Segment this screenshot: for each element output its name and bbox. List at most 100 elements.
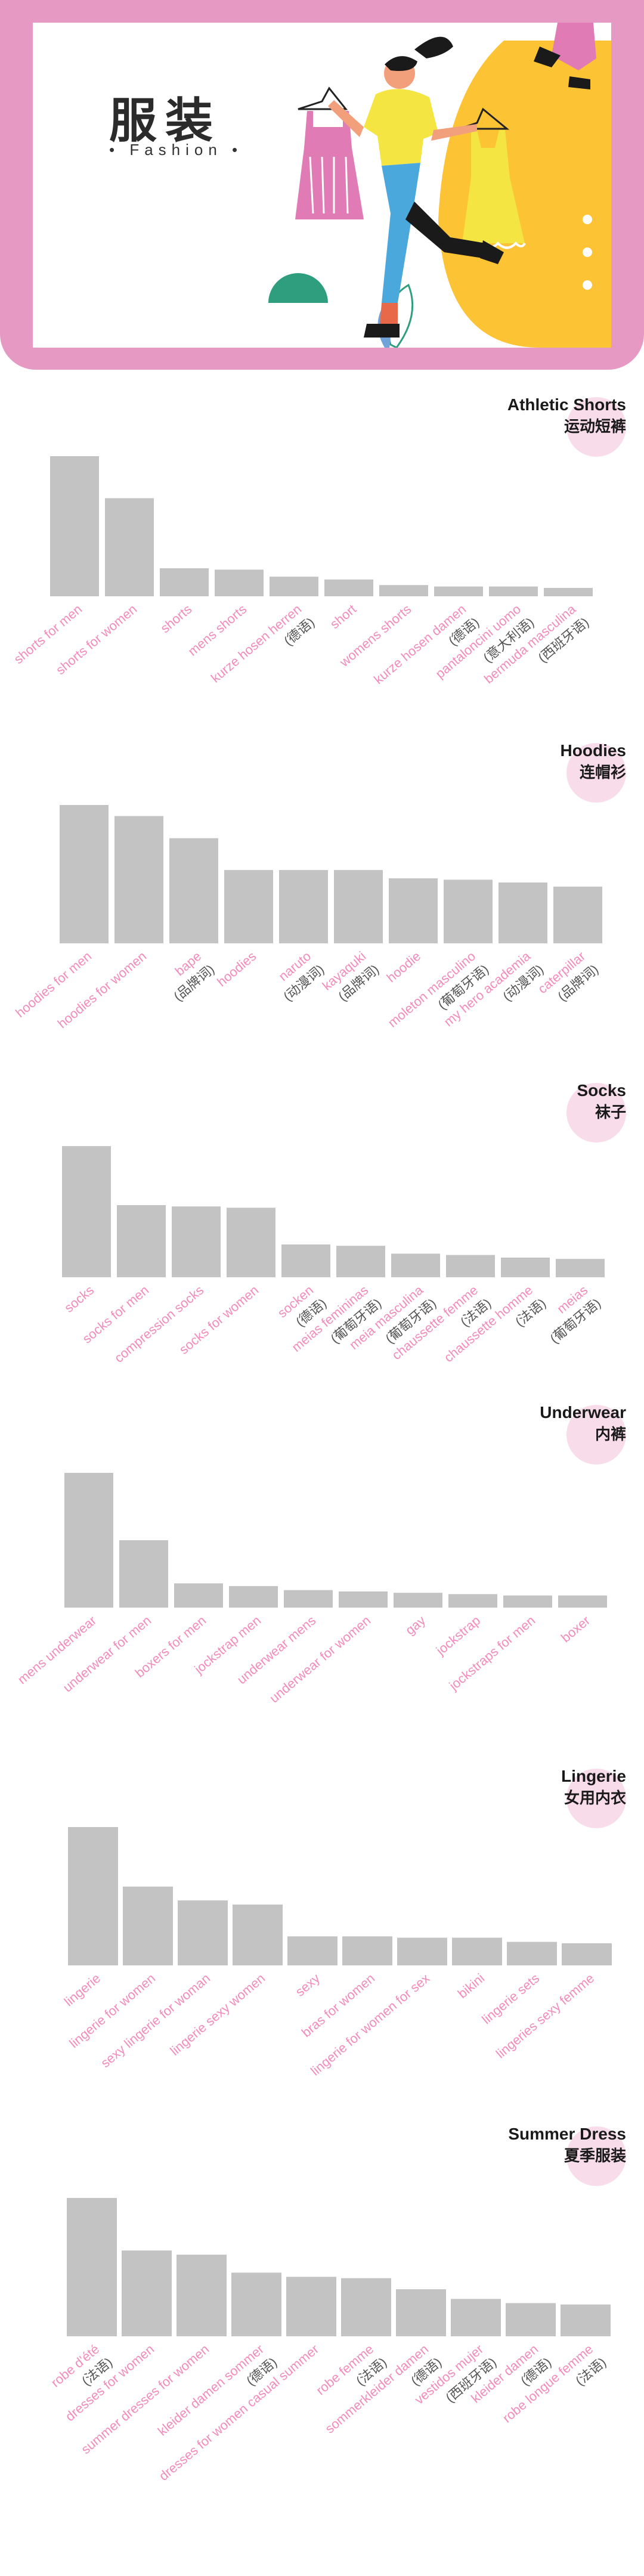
- chart-title-block: Summer Dress 夏季服装: [508, 2123, 626, 2186]
- bar-2: [122, 2250, 172, 2336]
- shoe-right: [480, 240, 504, 264]
- bar-5: [281, 1244, 330, 1277]
- corner-figure-pants: [552, 23, 596, 70]
- bar-5: [286, 2277, 336, 2336]
- bar-7: [396, 2289, 446, 2336]
- bar-8: [451, 2299, 501, 2336]
- green-half-circle: [268, 273, 328, 303]
- hair: [385, 56, 417, 71]
- bar-7: [391, 1253, 440, 1277]
- bar-9: [507, 1942, 557, 1965]
- corner-figure-shoe: [534, 47, 561, 67]
- title-blob: [566, 1405, 626, 1465]
- bar-10: [553, 886, 602, 943]
- title-blob: [566, 743, 626, 803]
- chart-subtitle: 夏季服装: [564, 2147, 626, 2165]
- bar-10: [562, 1943, 612, 1965]
- bar-1: [62, 1146, 111, 1277]
- bar-6: [342, 1936, 392, 1965]
- bar-4: [233, 1904, 283, 1965]
- dot-1: [583, 215, 592, 224]
- bar-8: [448, 1594, 497, 1608]
- chart-title-block: Athletic Shorts 运动短裤: [507, 394, 626, 457]
- bar-10: [544, 587, 593, 596]
- chart-title: Socks: [577, 1081, 627, 1100]
- bar-label-4: lingerie sexy women: [167, 1971, 268, 2058]
- bar-label-6: underwear for women: [267, 1613, 373, 1706]
- bar-9: [506, 2303, 556, 2336]
- chart-title-block: Hoodies 连帽衫: [560, 739, 626, 803]
- banner-card: 服装 • Fashion •: [33, 23, 611, 348]
- chart-hoodies: Hoodies 连帽衫 hoodies for men hoodies for w…: [0, 727, 644, 1073]
- bar-1: [50, 456, 99, 596]
- bar-1: [60, 805, 109, 943]
- bar-4: [227, 1208, 275, 1277]
- legging: [405, 202, 486, 258]
- bar-label-3: shorts: [157, 602, 194, 636]
- bar-3: [160, 568, 209, 596]
- bar-1: [67, 2198, 117, 2336]
- bar-6: [336, 1246, 385, 1277]
- bar-label-3: sexy lingerie for woman: [98, 1971, 213, 2071]
- bar-10: [561, 2304, 611, 2336]
- bar-4: [229, 1586, 278, 1608]
- bar-label-10: lingeries sexy femme: [493, 1971, 597, 2061]
- hanger-left: [298, 86, 348, 110]
- bar-9: [501, 1258, 550, 1277]
- bar-5: [287, 1936, 338, 1965]
- bar-8: [452, 1937, 502, 1965]
- hair-bun: [414, 36, 453, 58]
- bar-3: [178, 1900, 228, 1965]
- bar-label-10: boxer: [558, 1613, 593, 1646]
- bar-7: [397, 1937, 447, 1965]
- bar-5: [270, 577, 318, 596]
- chart-title: Lingerie: [561, 1767, 626, 1785]
- bar-5: [279, 870, 328, 943]
- chart-subtitle: 内裤: [595, 1425, 626, 1443]
- bar-8: [446, 1255, 495, 1277]
- bar-label-4: kleider damen sommer: [155, 2342, 267, 2439]
- bar-5: [284, 1590, 333, 1608]
- bar-label-6: short: [327, 602, 360, 632]
- chart-subtitle: 袜子: [595, 1103, 626, 1121]
- bar-label-1: lingerie: [61, 1971, 103, 2010]
- bar-1: [64, 1473, 113, 1608]
- bar-2: [123, 1886, 173, 1965]
- bar-label-1: socks: [61, 1283, 97, 1315]
- sock: [380, 303, 398, 324]
- bar-label-3: compression socks: [112, 1283, 206, 1366]
- bar-6: [334, 870, 383, 943]
- banner-title: 服装: [109, 94, 221, 147]
- chart-summer-dress: Summer Dress 夏季服装 robe d'été (法语) dresses …: [0, 2105, 644, 2570]
- bar-3: [174, 1583, 223, 1608]
- bar-6: [324, 579, 373, 596]
- bar-6: [341, 2278, 391, 2336]
- yellow-arc-shape: [438, 41, 611, 348]
- bar-4: [231, 2272, 281, 2336]
- dot-3: [583, 280, 592, 290]
- bar-2: [119, 1540, 168, 1608]
- bar-8: [434, 586, 483, 596]
- jeans: [382, 163, 420, 303]
- bar-label-7: hoodie: [384, 949, 424, 986]
- bar-2: [117, 1205, 166, 1277]
- bar-4: [224, 870, 273, 943]
- bar-10: [556, 1259, 605, 1277]
- bar-label-4: hoodies: [214, 949, 259, 990]
- yellow-shirt: [364, 89, 438, 166]
- bar-label-2: dresses for women: [63, 2342, 157, 2425]
- chart-underwear: Underwear 内裤 mens underwear underwear for…: [0, 1389, 644, 1735]
- title-blob: [566, 1083, 626, 1143]
- dot-2: [583, 247, 592, 257]
- bar-10: [558, 1595, 607, 1608]
- bar-7: [394, 1593, 442, 1608]
- bar-9: [489, 586, 538, 596]
- chart-title: Hoodies: [560, 741, 626, 760]
- chart-title-block: Lingerie 女用内衣: [561, 1765, 626, 1828]
- bar-4: [215, 569, 264, 596]
